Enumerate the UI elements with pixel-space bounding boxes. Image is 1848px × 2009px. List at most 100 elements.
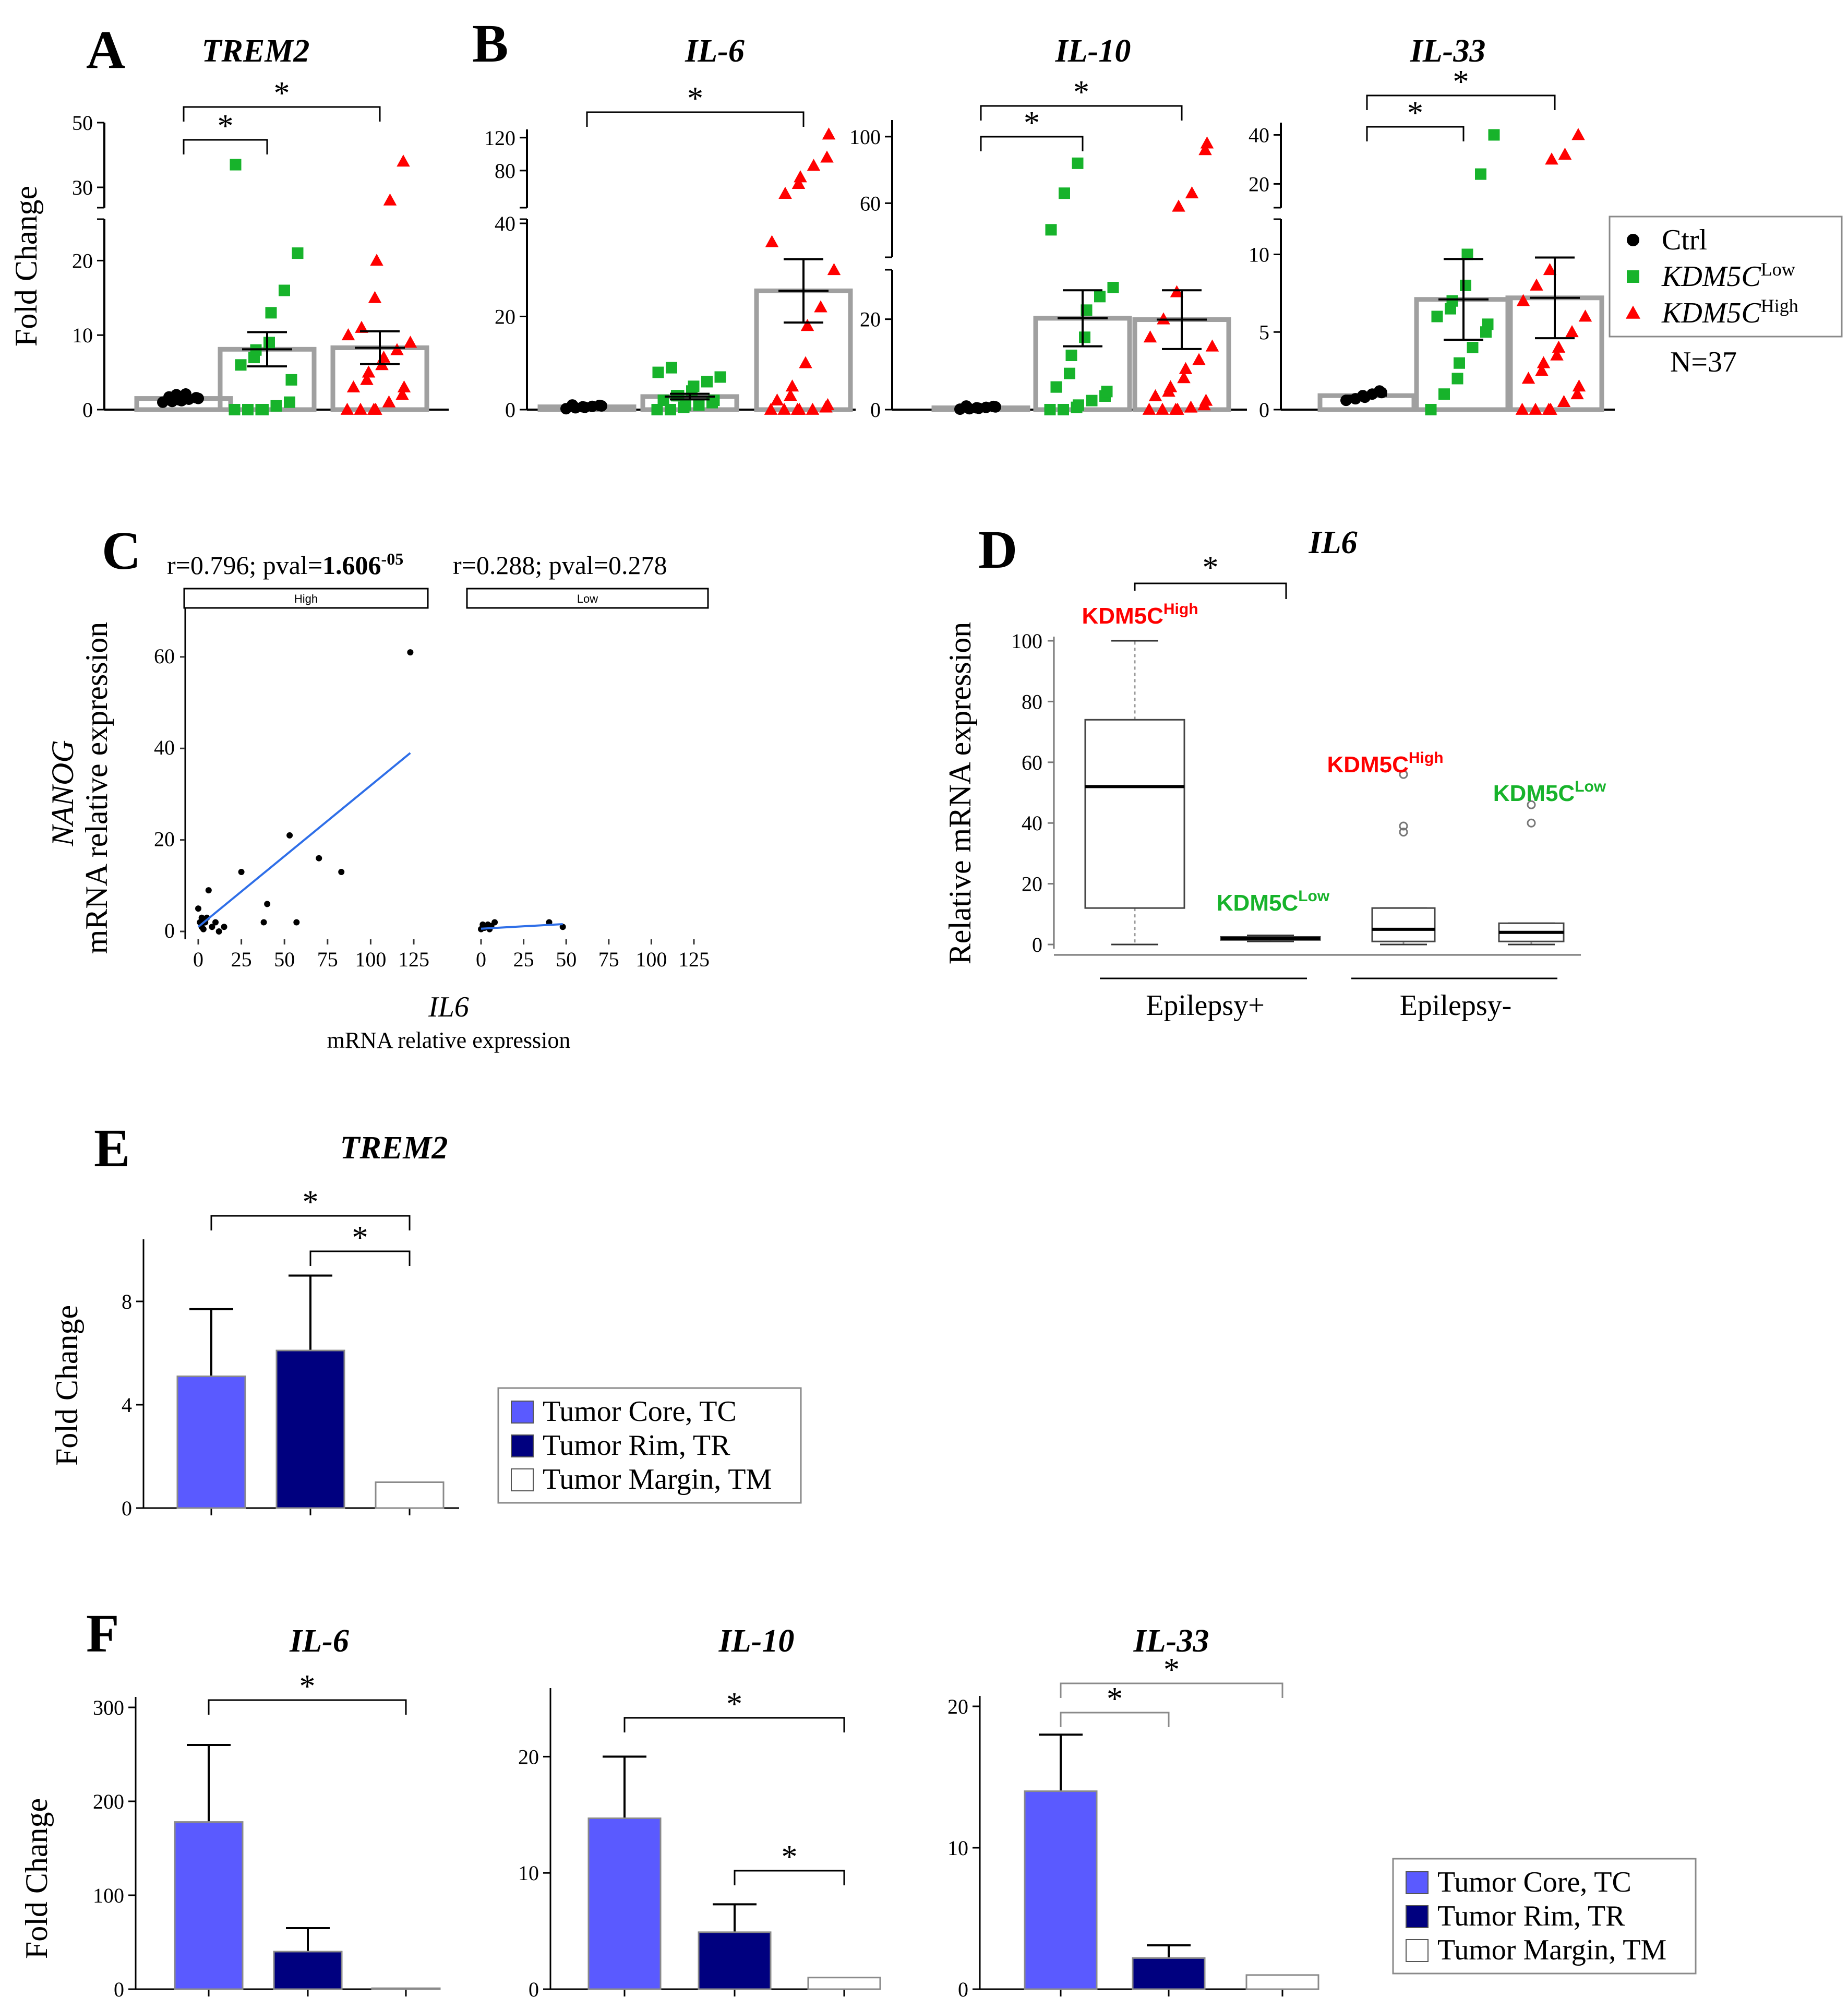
chart-c-x-label-2: mRNA relative expression (327, 1027, 571, 1053)
panel-label-e: E (94, 1118, 130, 1178)
chart-c-facet-high-x-tick-label: 0 (193, 948, 203, 971)
chart-b-il10-point (1198, 143, 1212, 156)
panel-label-a: A (86, 20, 125, 80)
chart-f-il10-bar-1 (587, 1817, 662, 1990)
legend-ab-label: KDM5CLow (1661, 259, 1795, 293)
chart-a-trem2-point (270, 400, 282, 412)
chart-d-y-tick-label: 20 (1022, 872, 1042, 896)
chart-f-il10-sig-bracket (623, 1717, 845, 1732)
chart-a-trem2-point (369, 402, 382, 415)
chart-f-il33-y-tick-label: 0 (958, 1978, 968, 2001)
chart-a-trem2-point (284, 396, 295, 408)
chart-c-facet-high-x-tick-label: 75 (317, 948, 338, 971)
chart-b-il6-point (665, 404, 676, 415)
chart-c-facet-high-x-tick-label: 100 (355, 948, 386, 971)
chart-c-facet-low-stats: r=0.288; pval=0.278 (453, 551, 667, 580)
chart-b-il33-point (1467, 342, 1479, 353)
chart-b-il33-point (1529, 402, 1542, 415)
chart-b-il6-tick-label: 20 (495, 305, 515, 329)
chart-b-il10-point (988, 400, 999, 412)
chart-b-il6-point (567, 399, 578, 411)
chart-e-trem2-bar-2 (275, 1349, 345, 1509)
legend-ab-label-main: Ctrl (1662, 224, 1707, 256)
legend-tumor-f-label: Tumor Rim, TR (1437, 1900, 1625, 1932)
chart-b-il10-sig-bracket (980, 136, 1084, 151)
chart-b-il10-point (1050, 381, 1062, 393)
chart-c-facet-high-point (209, 924, 215, 930)
legend-tumor-f-label: Tumor Margin, TM (1437, 1934, 1666, 1966)
chart-b-il33-point (1552, 340, 1566, 353)
chart-a-trem2-point (340, 402, 354, 415)
chart-a-trem2-point (242, 404, 254, 415)
chart-b-il10-tick-label: 60 (860, 192, 881, 215)
chart-a-trem2-point (403, 336, 417, 348)
chart-c-y-label-2: mRNA relative expression (79, 622, 114, 954)
chart-b-il10-point (1086, 394, 1098, 406)
legend-marker (1627, 234, 1639, 246)
chart-b-il6-point (680, 399, 691, 411)
chart-c-facet-high-fit-line (197, 752, 411, 928)
chart-c-facet-high-point (198, 914, 205, 921)
chart-c-y-label: NANOG (45, 740, 80, 846)
legend-ab-label: Ctrl (1662, 224, 1707, 256)
chart-b-il10-point (1065, 350, 1077, 361)
chart-c-facet-high-point (212, 919, 219, 926)
chart-c-facet-low-x-tick-label: 0 (476, 948, 486, 971)
chart-b-il6-point (777, 402, 791, 415)
chart-c-facet-high-point (338, 869, 345, 875)
chart-c-y-tick-label: 0 (164, 919, 175, 942)
y-axis-label-a: Fold Change (9, 186, 43, 346)
chart-b-il10-point (1163, 380, 1178, 392)
chart-b-il10-point (961, 400, 972, 412)
chart-b-il33-point (1425, 404, 1437, 415)
chart-a-trem2-sig-bracket (183, 106, 381, 122)
chart-a-trem2-sig-bracket (183, 139, 268, 154)
chart-f-il10-bar-3 (807, 1977, 881, 1990)
chart-b-il33-point (1340, 394, 1352, 406)
chart-a-trem2-point (397, 154, 410, 167)
chart-f-il33-sig-bracket (1060, 1712, 1170, 1727)
legend-n-count: N=37 (1670, 346, 1737, 378)
chart-b-il10-tick-label: 0 (870, 398, 881, 422)
chart-b-il10-point (1094, 291, 1106, 303)
chart-f-il10-y-tick-label: 0 (529, 1978, 539, 2001)
chart-b-il10-point (1177, 371, 1191, 384)
chart-a-trem2-point (397, 380, 411, 393)
chart-f-il33-bar-3 (1245, 1974, 1319, 1990)
legend-ab-label-main: KDM5C (1661, 297, 1761, 329)
chart-a-trem2-point (292, 247, 304, 259)
chart-b-il33-point (1516, 294, 1530, 306)
panel-label-d: D (978, 520, 1017, 580)
chart-b-il6-title: IL-6 (685, 33, 745, 69)
chart-d-box-4-outlier (1527, 818, 1536, 828)
chart-b-il33-tick-label: 10 (1249, 243, 1269, 267)
chart-e-trem2-title: TREM2 (340, 1130, 448, 1166)
chart-b-il10-point (1058, 404, 1069, 415)
chart-f-il6-y-tick-label: 300 (93, 1696, 124, 1719)
chart-c-y-tick-label: 40 (154, 736, 175, 759)
chart-b-il10-point (1079, 331, 1090, 343)
chart-b-il10-point (1171, 402, 1184, 415)
chart-a-trem2-tick-label: 0 (82, 398, 93, 422)
chart-f-il33-bar-2 (1132, 1957, 1206, 1990)
chart-e-trem2-y-label: Fold Change (50, 1305, 84, 1466)
chart-b-il6-point (794, 170, 807, 183)
chart-d-title: IL6 (1309, 525, 1358, 560)
chart-b-il33-sig-star: * (1453, 64, 1469, 100)
chart-c-facet-low-fit-line (481, 923, 563, 930)
chart-f-il6-sig-star: * (299, 1669, 316, 1704)
panel-label-c: C (102, 521, 141, 581)
chart-b-il33-point (1565, 325, 1579, 338)
chart-b-il10-tick-label: 20 (860, 308, 881, 331)
chart-d-box-2-label: KDM5CLow (1217, 888, 1330, 916)
legend-tumor-e-swatch (511, 1434, 534, 1457)
chart-c-facet-low-point (559, 924, 566, 930)
chart-b-il6-tick-label: 80 (495, 159, 515, 183)
chart-b-il33-point (1570, 387, 1584, 400)
chart-b-il33-tick-label: 5 (1259, 320, 1269, 344)
legend-marker (1626, 305, 1640, 319)
chart-a-trem2-point (354, 402, 367, 415)
legend-tumor-f-swatch (1406, 1905, 1429, 1928)
chart-c-facet-high-stats-pval: 1.606 (322, 551, 381, 580)
chart-a-trem2-point (263, 337, 275, 349)
